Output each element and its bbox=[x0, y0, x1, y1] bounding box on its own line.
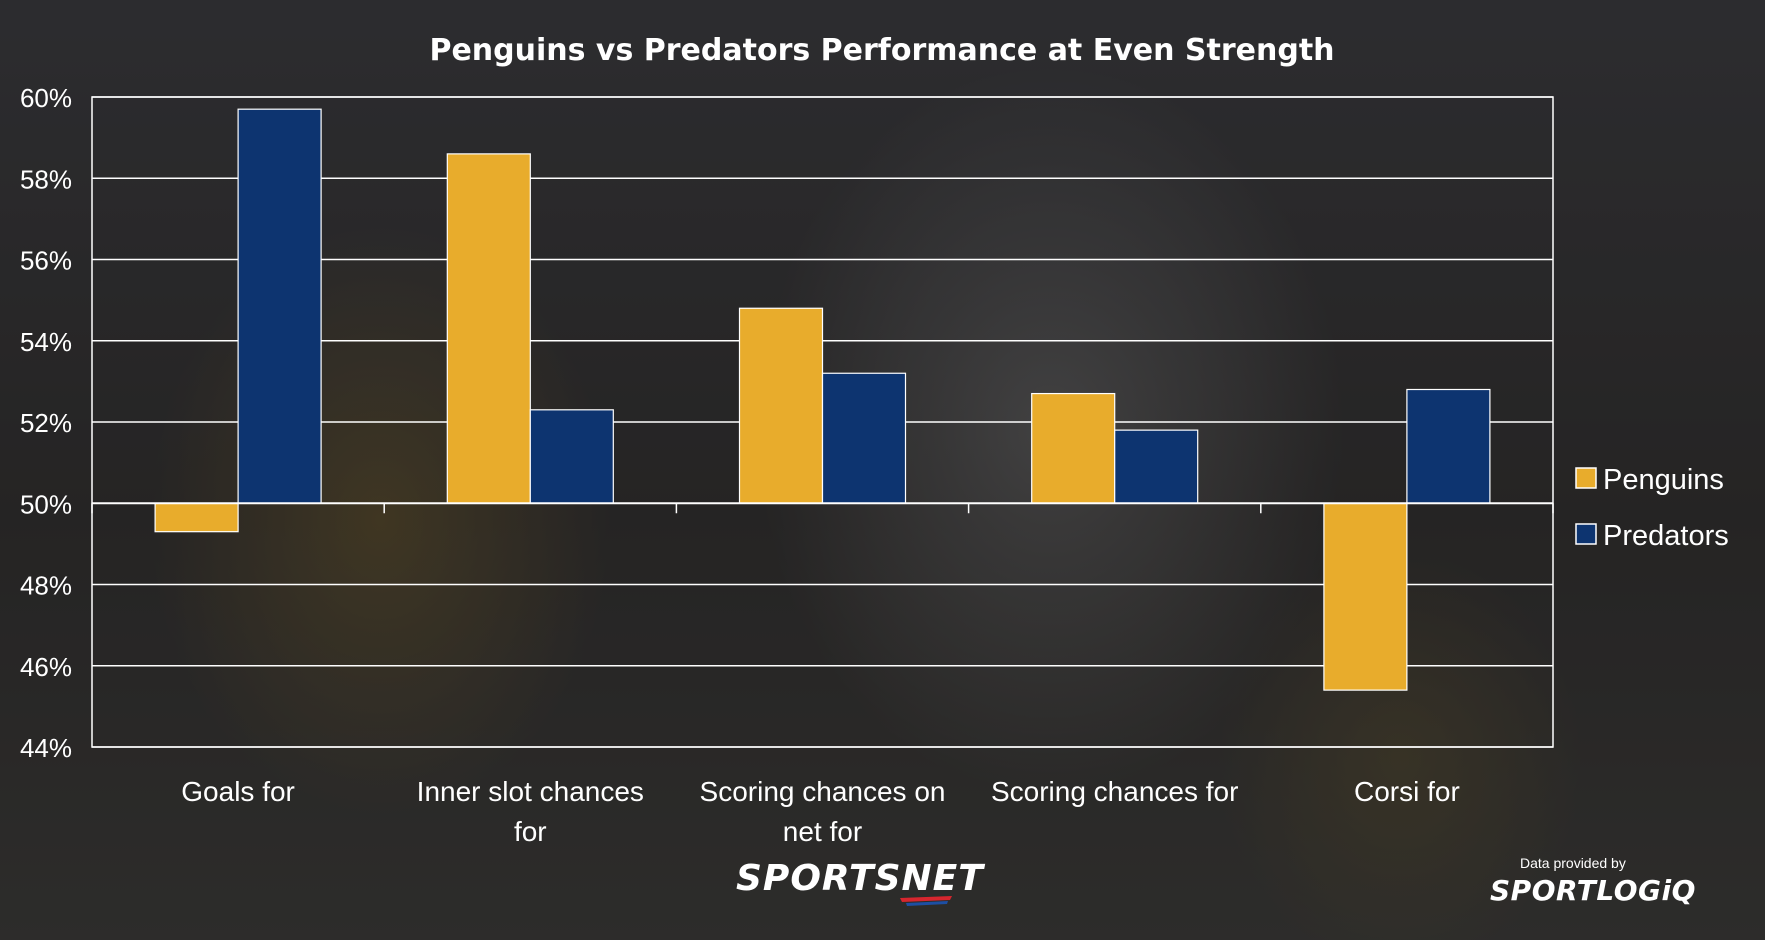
category-label-line: Scoring chances on bbox=[700, 776, 946, 807]
category-label-line: Goals for bbox=[181, 776, 295, 807]
y-tick-label: 50% bbox=[20, 489, 72, 519]
legend: Penguins Predators bbox=[1575, 464, 1729, 552]
y-tick-label: 60% bbox=[20, 83, 72, 113]
category-label-line: net for bbox=[783, 816, 862, 847]
y-tick-label: 58% bbox=[20, 164, 72, 194]
y-tick-label: 46% bbox=[20, 652, 72, 682]
y-tick-label: 56% bbox=[20, 246, 72, 276]
bar-predators-5 bbox=[1406, 388, 1491, 504]
category-label-line: Inner slot chances bbox=[417, 776, 644, 807]
category-label: Corsi for bbox=[1354, 776, 1460, 807]
bars bbox=[154, 108, 1491, 691]
category-label: Goals for bbox=[181, 776, 295, 807]
bar-penguins-5 bbox=[1323, 502, 1408, 691]
sportsnet-swoosh-icon bbox=[900, 896, 952, 906]
data-provided-by-label: Data provided by bbox=[1520, 855, 1626, 871]
y-axis-ticks: 44% 46% 48% 50% 52% 54% 56% 58% 60% bbox=[20, 83, 72, 763]
bar-penguins-4 bbox=[1031, 392, 1116, 504]
y-tick-label: 44% bbox=[20, 733, 72, 763]
category-label: Scoring chances on net for bbox=[700, 776, 946, 847]
legend-label-predators: Predators bbox=[1603, 520, 1729, 552]
category-label-line: Scoring chances for bbox=[991, 776, 1238, 807]
legend-swatch-predators bbox=[1575, 523, 1597, 545]
y-tick-label: 48% bbox=[20, 571, 72, 601]
bar-predators-3 bbox=[821, 372, 907, 504]
bar-penguins-3 bbox=[738, 307, 824, 504]
x-axis bbox=[91, 502, 1554, 514]
legend-label-penguins: Penguins bbox=[1603, 464, 1724, 496]
sportsnet-logo: SPORTSNET bbox=[736, 858, 984, 899]
y-tick-label: 54% bbox=[20, 327, 72, 357]
category-label: Inner slot chances for bbox=[417, 776, 644, 847]
category-label: Scoring chances for bbox=[991, 776, 1238, 807]
bar-penguins-1 bbox=[154, 502, 239, 533]
bar-predators-2 bbox=[529, 409, 614, 504]
bar-penguins-2 bbox=[446, 153, 531, 504]
chart-title: Penguins vs Predators Performance at Eve… bbox=[429, 33, 1334, 68]
category-label-line: for bbox=[514, 816, 547, 847]
x-axis-categories: Goals for Inner slot chances for Scoring ch… bbox=[181, 776, 1460, 847]
category-label-line: Corsi for bbox=[1354, 776, 1460, 807]
legend-swatch-penguins bbox=[1575, 467, 1597, 489]
bar-predators-1 bbox=[237, 108, 322, 504]
bar-predators-4 bbox=[1114, 429, 1199, 504]
y-tick-label: 52% bbox=[20, 408, 72, 438]
sportlogiq-logo: SPORTLOGiQ bbox=[1490, 874, 1696, 907]
